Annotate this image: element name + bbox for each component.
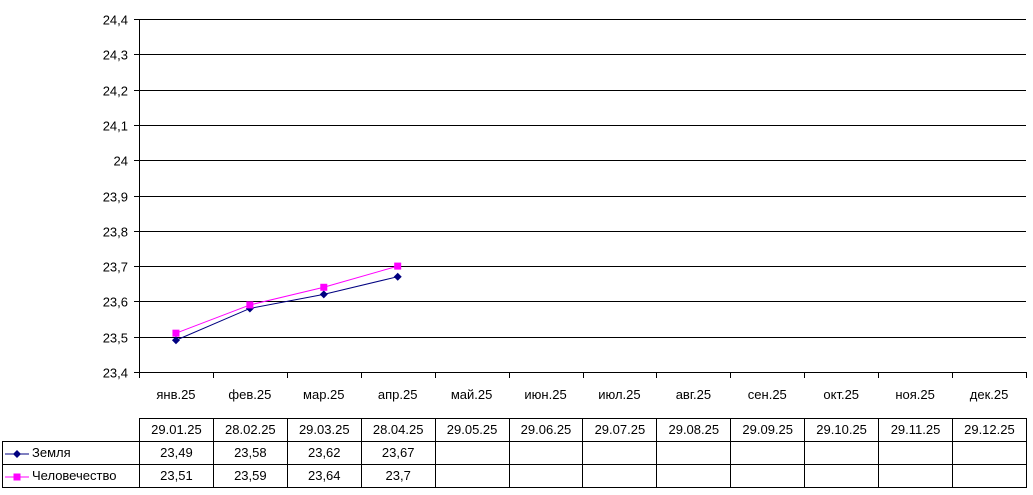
legend-label: Человечество — [32, 468, 117, 483]
legend-marker — [13, 449, 21, 458]
x-tick-label: мар.25 — [303, 387, 344, 402]
legend-key-icon — [5, 473, 29, 481]
table-cell-date: 29.11.25 — [878, 418, 953, 442]
series-zemlya — [171, 272, 402, 345]
data-point — [320, 283, 328, 291]
x-tick-label: дек.25 — [970, 387, 1009, 402]
x-tick-label: фев.25 — [228, 387, 271, 402]
x-tick-label: янв.25 — [156, 387, 195, 402]
y-tick-label: 23,7 — [103, 260, 128, 275]
x-tick-label: сен.25 — [748, 387, 787, 402]
table-cell-value — [951, 441, 1027, 465]
table-cell-date: 28.02.25 — [212, 418, 288, 442]
data-point — [246, 301, 254, 309]
table-row: Человечество 23,51 23,59 23,64 23,7 — [2, 464, 1027, 488]
table-corner — [2, 418, 140, 442]
y-tick-label: 24,2 — [103, 84, 128, 99]
table-cell-value — [804, 464, 880, 488]
x-axis-tick-labels: янв.25 фев.25 мар.25 апр.25 май.25 июн.25 июл.… — [156, 387, 1008, 402]
table-cell-value: 23,7 — [360, 464, 436, 488]
table-cell-value: 23,58 — [212, 441, 288, 465]
table-cell-value — [878, 464, 953, 488]
table-cell-value — [434, 441, 510, 465]
table-cell-value: 23,64 — [286, 464, 362, 488]
table-cell-value: 23,62 — [286, 441, 362, 465]
table-cell-value — [878, 441, 953, 465]
data-point — [393, 272, 402, 281]
data-point — [171, 336, 180, 345]
legend-marker — [13, 473, 21, 481]
table-cell-date: 29.08.25 — [656, 418, 732, 442]
x-tick-label: окт.25 — [823, 387, 859, 402]
table-cell-value — [582, 464, 658, 488]
x-tick-label: апр.25 — [378, 387, 418, 402]
table-cell-value — [730, 441, 806, 465]
series-line — [175, 265, 398, 334]
data-point — [319, 290, 328, 299]
table-cell-value: 23,59 — [212, 464, 288, 488]
x-tick-label: авг.25 — [676, 387, 711, 402]
table-row: Земля 23,49 23,58 23,62 23,67 — [2, 441, 1027, 465]
x-tick-label: июн.25 — [524, 387, 566, 402]
table-cell-value: 23,51 — [139, 464, 214, 488]
legend-label: Земля — [32, 445, 71, 460]
y-tick-label: 23,9 — [103, 190, 128, 205]
table-cell-value — [582, 441, 658, 465]
table-cell-value — [434, 464, 510, 488]
table-cell-date: 29.05.25 — [434, 418, 510, 442]
table-cell-value: 23,67 — [360, 441, 436, 465]
data-point — [394, 262, 402, 270]
table-cell-date: 29.03.25 — [286, 418, 362, 442]
table-cell-date: 29.10.25 — [804, 418, 880, 442]
series-line — [175, 276, 398, 341]
table-cell-value — [804, 441, 880, 465]
table-cell-date: 29.09.25 — [730, 418, 806, 442]
table-cell-value — [656, 464, 732, 488]
y-tick-label: 24 — [114, 154, 128, 169]
y-axis-tick-labels: 23,4 23,5 23,6 23,7 23,8 23,9 24 24,1 24,2 24,3 24… — [103, 13, 128, 381]
y-tick-label: 24,1 — [103, 119, 128, 134]
y-tick-label: 24,3 — [103, 48, 128, 63]
table-cell-date: 29.01.25 — [139, 418, 214, 442]
table-cell-value: 23,49 — [139, 441, 214, 465]
table-cell-date: 29.06.25 — [508, 418, 584, 442]
series-layer — [171, 262, 402, 345]
legend-key-icon — [5, 449, 29, 458]
table-cell-value — [730, 464, 806, 488]
series-chelovechestvo — [172, 262, 402, 337]
y-tick-label: 23,6 — [103, 295, 128, 310]
axes — [134, 19, 1027, 378]
table-row-dates: 29.01.25 28.02.25 29.03.25 28.04.25 29.05.25… — [2, 418, 1027, 442]
legend-entry: Земля — [2, 441, 140, 465]
table-cell-value — [508, 441, 584, 465]
table-cell-date: 29.07.25 — [582, 418, 658, 442]
gridlines — [139, 19, 1026, 338]
data-point — [172, 329, 180, 337]
line-chart: 23,4 23,5 23,6 23,7 23,8 23,9 24 24,1 24,2 24,3 24… — [103, 13, 1027, 402]
table-cell-value — [951, 464, 1027, 488]
table-cell-date: 29.12.25 — [951, 418, 1027, 442]
table-cell-value — [656, 441, 732, 465]
table-cell-date: 28.04.25 — [360, 418, 436, 442]
x-tick-label: июл.25 — [598, 387, 640, 402]
y-tick-label: 23,5 — [103, 331, 128, 346]
data-table: 29.01.25 28.02.25 29.03.25 28.04.25 29.05.25… — [2, 418, 1027, 488]
x-tick-label: ноя.25 — [895, 387, 935, 402]
y-tick-label: 23,8 — [103, 225, 128, 240]
table-cell-value — [508, 464, 584, 488]
legend-entry: Человечество — [2, 464, 140, 488]
y-tick-label: 24,4 — [103, 13, 128, 28]
y-tick-label: 23,4 — [103, 366, 128, 381]
x-tick-label: май.25 — [451, 387, 493, 402]
